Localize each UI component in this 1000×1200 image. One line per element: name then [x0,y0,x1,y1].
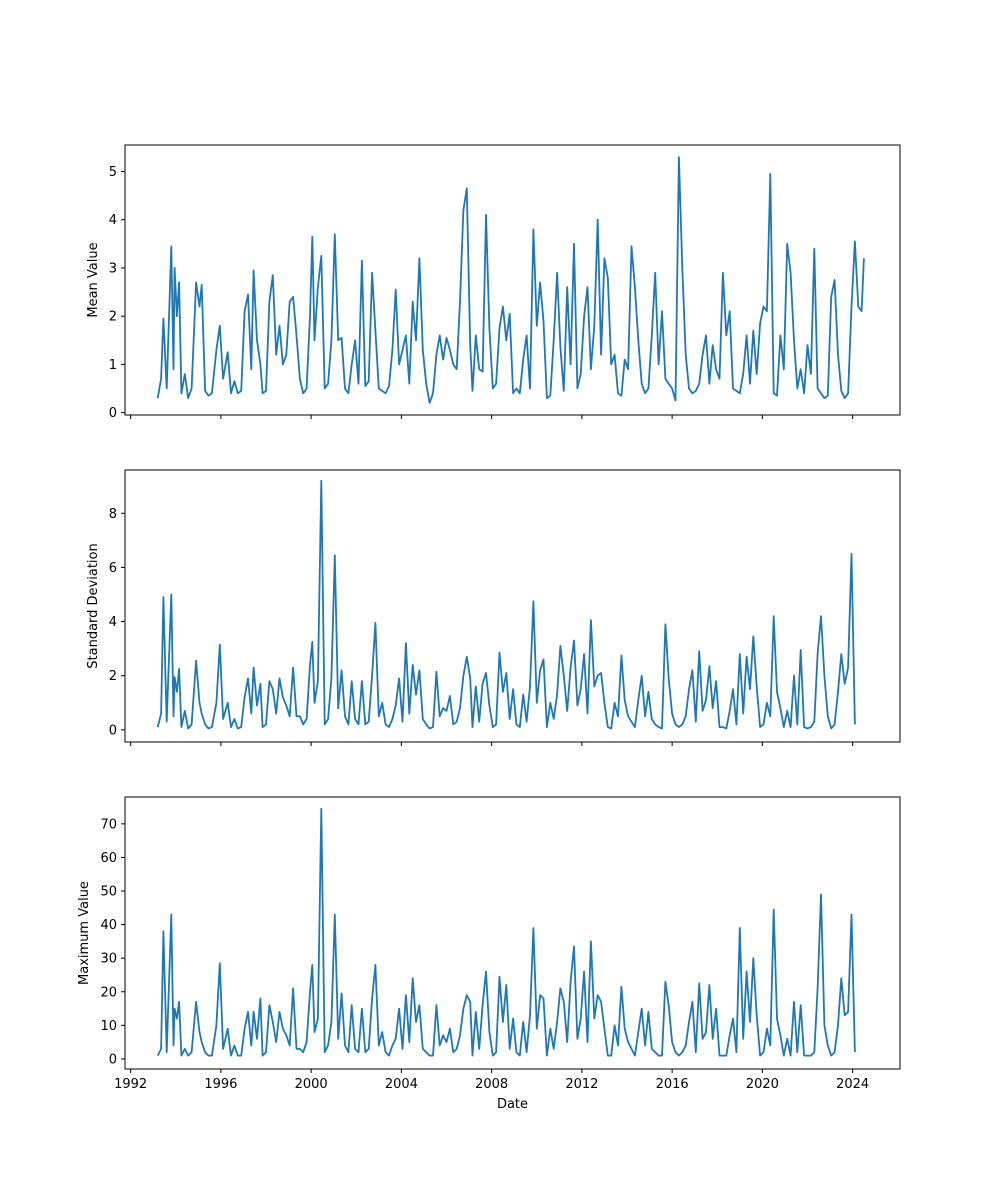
y-tick-label-maximum-value-50: 50 [100,885,117,900]
y-tick-label-standard-deviation-6: 6 [109,561,117,576]
y-tick-label-maximum-value-20: 20 [100,985,117,1000]
y-tick-label-standard-deviation-2: 2 [109,669,117,684]
y-tick-label-mean-value-3: 3 [109,261,117,276]
y-tick-label-mean-value-1: 1 [109,358,117,373]
y-tick-label-mean-value-4: 4 [109,213,117,228]
x-tick-label-2004: 2004 [385,1077,418,1092]
x-tick-label-1992: 1992 [114,1077,147,1092]
y-tick-label-maximum-value-60: 60 [100,851,117,866]
x-axis-label-date: Date [497,1097,528,1112]
y-tick-label-maximum-value-30: 30 [100,952,117,967]
y-tick-label-standard-deviation-0: 0 [109,723,117,738]
y-tick-label-standard-deviation-4: 4 [109,615,117,630]
series-line-maximum-value [156,807,856,1057]
x-tick-label-2024: 2024 [836,1077,869,1092]
panel-standard-deviation: 0 2 4 6 8 Standard Deviation [86,469,901,746]
x-tick-label-2012: 2012 [565,1077,598,1092]
y-tick-label-maximum-value-10: 10 [100,1019,117,1034]
x-tick-label-2008: 2008 [475,1077,508,1092]
axes-frame-mean-value [124,144,901,416]
y-tick-label-maximum-value-40: 40 [100,918,117,933]
x-tick-label-2000: 2000 [295,1077,328,1092]
x-tick-label-2016: 2016 [656,1077,689,1092]
panel-maximum-value: 0 10 20 30 40 50 60 70 1992 1996 2000 2004 2008 2012 2… [77,796,901,1112]
y-axis-label-mean-value: Mean Value [86,242,101,317]
y-tick-label-standard-deviation-8: 8 [109,507,117,522]
y-tick-label-maximum-value-0: 0 [109,1052,117,1067]
y-tick-label-mean-value-5: 5 [109,165,117,180]
y-tick-label-mean-value-2: 2 [109,310,117,325]
y-tick-label-maximum-value-70: 70 [100,817,117,832]
y-axis-label-maximum-value: Maximum Value [77,881,92,985]
axes-frame-standard-deviation [124,469,901,743]
x-tick-label-1996: 1996 [204,1077,237,1092]
axes-frame-maximum-value [124,796,901,1070]
series-line-standard-deviation [156,479,856,730]
x-tick-label-2020: 2020 [746,1077,779,1092]
panel-mean-value: 0 1 2 3 4 5 Mean Value [86,144,901,421]
y-tick-label-mean-value-0: 0 [109,406,117,421]
series-line-mean-value [156,156,865,404]
y-axis-label-standard-deviation: Standard Deviation [86,543,101,668]
